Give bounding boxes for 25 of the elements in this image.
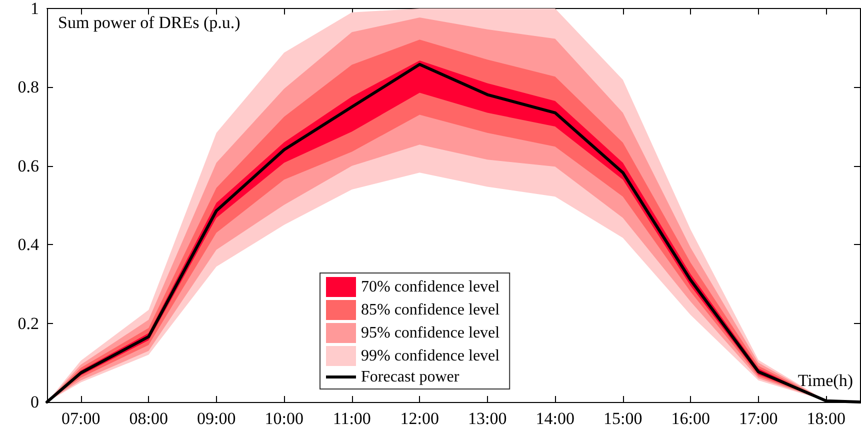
y-tick-label: 0.6 <box>18 156 39 176</box>
y-tick-label: 0 <box>30 392 39 412</box>
legend-label: Forecast power <box>361 368 460 386</box>
x-tick-label: 07:00 <box>62 409 100 428</box>
y-tick-label: 0.2 <box>18 314 39 333</box>
x-tick-label: 16:00 <box>671 409 710 428</box>
x-tick-label: 09:00 <box>197 409 236 428</box>
x-tick-label: 13:00 <box>468 409 507 428</box>
legend-label: 99% confidence level <box>361 348 500 364</box>
y-axis-title: Sum power of DREs (p.u.) <box>58 13 240 32</box>
x-tick-label: 18:00 <box>806 409 846 428</box>
x-tick-label: 15:00 <box>604 409 642 428</box>
legend-label: 85% confidence level <box>361 302 500 318</box>
y-tick-label: 0.4 <box>18 235 40 254</box>
y-tick-label: 0.8 <box>18 78 39 97</box>
legend-label: 70% confidence level <box>361 278 500 296</box>
x-tick-label: 08:00 <box>129 409 168 428</box>
x-tick-label: 12:00 <box>400 409 439 428</box>
x-tick-label: 11:00 <box>332 409 371 428</box>
x-tick-label: 17:00 <box>739 409 778 428</box>
x-axis-title: Time(h) <box>798 371 854 390</box>
x-tick-label: 10:00 <box>264 409 304 428</box>
y-tick-label: 1 <box>30 0 39 18</box>
x-tick-label: 14:00 <box>536 409 574 428</box>
legend-label: 95% confidence level <box>361 324 500 342</box>
